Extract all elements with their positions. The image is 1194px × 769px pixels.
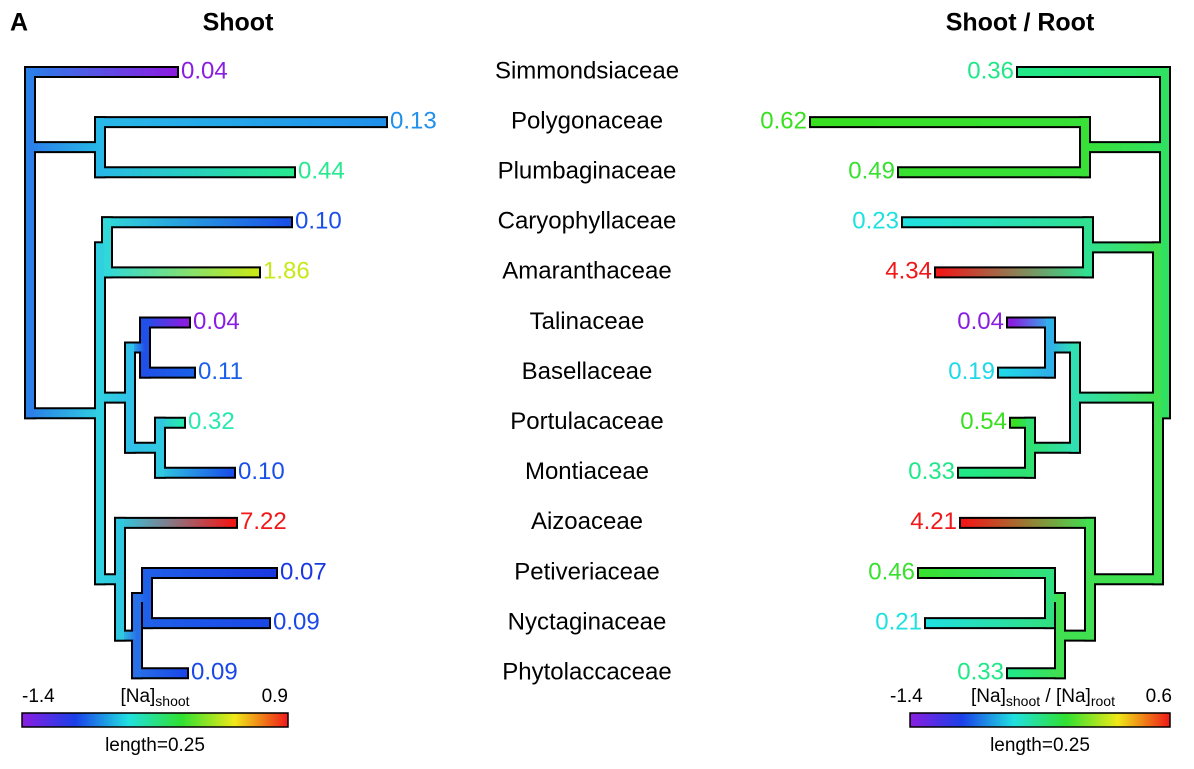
taxon-name: Nyctaginaceae <box>508 608 667 635</box>
shoot-value: 0.13 <box>390 107 437 134</box>
right-title: Shoot / Root <box>946 9 1095 37</box>
scale-label: [Na]shoot <box>120 686 189 709</box>
taxon-name: Plumbaginaceae <box>498 158 677 185</box>
taxon-name: Simmondsiaceae <box>495 57 679 84</box>
shoot-value: 0.09 <box>191 659 238 686</box>
labels: Simmondsiaceae 0.04 0.36 Polygonaceae 0.13 0.… <box>181 57 1014 685</box>
ratio-value: 0.23 <box>852 208 899 235</box>
taxon-name: Portulacaceae <box>510 408 663 435</box>
trees <box>24 66 1171 680</box>
scale-max: 0.6 <box>1146 686 1172 707</box>
ratio-value: 0.19 <box>948 358 995 385</box>
scale-label-sub: shoot <box>155 693 189 709</box>
scale-label: [Na]shoot / [Na]root <box>971 686 1115 709</box>
scale-label-sub: root <box>1091 693 1115 709</box>
shoot-value: 0.32 <box>188 408 235 435</box>
ratio-value: 0.36 <box>967 57 1014 84</box>
ratio-value: 0.46 <box>868 558 915 585</box>
scale-min: -1.4 <box>22 686 55 707</box>
taxon-name: Aizoaceae <box>531 508 643 535</box>
shoot-value: 1.86 <box>263 258 310 285</box>
taxon-name: Polygonaceae <box>511 107 663 134</box>
taxon-name: Phytolaccaceae <box>502 659 671 686</box>
ratio-value: 0.62 <box>760 107 807 134</box>
ratio-value: 4.21 <box>910 508 957 535</box>
ratio-value: 0.33 <box>957 659 1004 686</box>
scale-min: -1.4 <box>890 686 923 707</box>
colorbar <box>909 712 1171 728</box>
scale-length: length=0.25 <box>990 735 1090 756</box>
colorbar <box>21 712 289 728</box>
shoot-value: 0.07 <box>280 558 327 585</box>
scale-label-sep: / <box>1040 686 1056 707</box>
taxon-name: Caryophyllaceae <box>498 208 677 235</box>
scale-label-main: [Na] <box>1056 686 1091 707</box>
shoot-value: 0.11 <box>198 358 243 385</box>
scale-length: length=0.25 <box>105 735 205 756</box>
shoot-value: 0.44 <box>298 158 345 185</box>
taxon-name: Petiveriaceae <box>514 558 659 585</box>
ratio-value: 0.49 <box>848 158 895 185</box>
shoot-value: 7.22 <box>240 508 287 535</box>
taxon-name: Basellaceae <box>522 358 653 385</box>
ratio-value: 0.04 <box>957 308 1004 335</box>
ratio-value: 0.33 <box>908 458 955 485</box>
scale-label-main: [Na] <box>120 686 155 707</box>
shoot-value: 0.04 <box>181 57 228 84</box>
panel-label: A <box>10 9 28 37</box>
ratio-value: 0.21 <box>875 608 922 635</box>
taxon-name: Talinaceae <box>530 308 645 335</box>
shoot-value: 0.04 <box>193 308 240 335</box>
shoot-value: 0.10 <box>238 458 285 485</box>
taxon-name: Amaranthaceae <box>502 258 671 285</box>
scale-max: 0.9 <box>262 686 288 707</box>
ratio-value: 0.54 <box>960 408 1007 435</box>
scale-label-main: [Na] <box>971 686 1006 707</box>
shoot-value: 0.10 <box>295 208 342 235</box>
taxon-name: Montiaceae <box>525 458 649 485</box>
ratio-value: 4.34 <box>885 258 932 285</box>
shoot-value: 0.09 <box>273 608 320 635</box>
scale-label-sub: shoot <box>1006 693 1040 709</box>
left-title: Shoot <box>203 9 274 37</box>
